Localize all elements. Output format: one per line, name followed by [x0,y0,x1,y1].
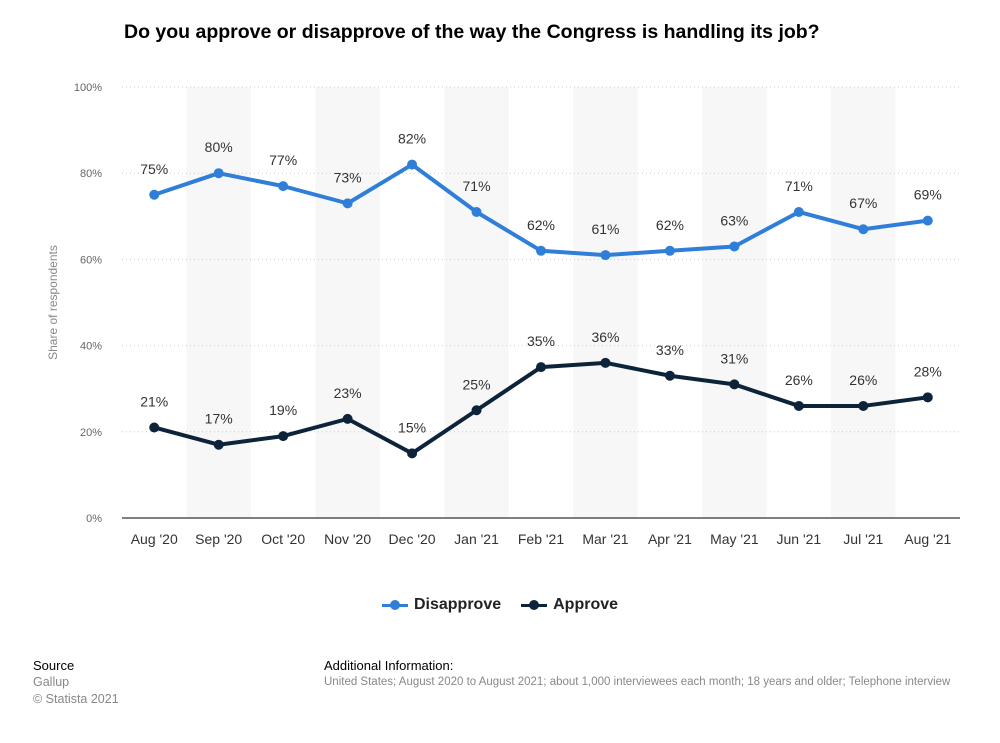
data-point-approve[interactable] [471,405,482,416]
y-tick-label: 0% [86,513,102,525]
data-point-disapprove[interactable] [278,181,289,192]
data-label-disapprove: 77% [269,152,297,168]
plot-band [444,87,509,518]
x-tick-label: Apr '21 [648,531,692,547]
data-point-approve[interactable] [149,422,160,433]
plot-band [831,87,896,518]
data-label-approve: 31% [720,350,748,366]
data-label-disapprove: 82% [398,131,426,147]
data-point-approve[interactable] [536,362,546,373]
data-label-disapprove: 71% [463,178,491,194]
data-point-disapprove[interactable] [600,250,611,261]
x-tick-label: Feb '21 [518,531,564,547]
data-label-approve: 33% [656,342,684,358]
data-label-approve: 36% [591,329,619,345]
data-point-approve[interactable] [213,439,224,450]
copyright[interactable]: © Statista 2021 [33,692,119,706]
plot-bands [186,87,896,518]
data-point-disapprove[interactable] [793,206,804,217]
y-tick-label: 20% [80,427,102,439]
data-point-disapprove[interactable] [342,198,353,209]
data-label-approve: 35% [527,333,555,349]
data-point-disapprove[interactable] [536,245,546,256]
legend: Disapprove Approve [0,596,1000,614]
x-tick-label: Jan '21 [454,531,499,547]
data-point-approve[interactable] [793,400,804,411]
data-label-disapprove: 80% [205,139,233,155]
source-name[interactable]: Gallup [33,675,70,689]
x-tick-label: Oct '20 [261,531,305,547]
x-tick-label: Dec '20 [389,531,436,547]
legend-marker-disapprove [381,598,408,612]
x-tick-label: Nov '20 [324,531,371,547]
data-point-disapprove[interactable] [922,215,933,226]
data-label-disapprove: 71% [785,178,813,194]
data-point-approve[interactable] [342,413,353,424]
data-label-approve: 25% [463,376,491,392]
data-point-approve[interactable] [729,379,740,390]
legend-item-disapprove[interactable]: Disapprove [381,596,502,614]
data-label-disapprove: 63% [720,212,748,228]
x-tick-label: Jul '21 [843,531,883,547]
info-heading: Additional Information: [324,658,454,673]
data-point-disapprove[interactable] [407,159,418,170]
data-label-approve: 28% [914,363,942,379]
data-point-disapprove[interactable] [213,168,224,179]
data-point-approve[interactable] [278,431,289,442]
data-label-disapprove: 73% [334,169,362,185]
x-tick-label: Sep '20 [195,531,242,547]
data-label-disapprove: 62% [527,217,555,233]
grid-lines [122,86,960,519]
data-label-disapprove: 67% [849,195,877,211]
y-tick-label: 100% [74,82,102,94]
y-tick-label: 60% [80,254,102,266]
x-tick-label: Aug '20 [131,531,178,547]
series-points [149,159,933,459]
x-tick-label: Mar '21 [582,531,628,547]
plot-band [315,87,380,518]
plot-band [702,87,767,518]
data-point-disapprove[interactable] [858,224,869,235]
data-label-disapprove: 62% [656,217,684,233]
data-point-disapprove[interactable] [149,189,160,200]
data-point-approve[interactable] [922,392,933,403]
legend-item-approve[interactable]: Approve [521,596,618,614]
plot-band [573,87,638,518]
data-point-disapprove[interactable] [664,245,675,256]
data-point-disapprove[interactable] [471,206,482,217]
chart-title: Do you approve or disapprove of the way … [124,21,820,43]
x-tick-label: May '21 [710,531,759,547]
data-label-approve: 21% [140,393,168,409]
data-label-approve: 17% [205,411,233,427]
y-axis: 0% 20% 40% 60% 80% 100% [74,82,102,525]
x-axis: Aug '20 Sep '20 Oct '20 Nov '20 Dec '20 Jan '… [131,531,952,547]
footer-source: Source Gallup © Statista 2021 [33,657,119,708]
y-tick-label: 40% [80,341,102,353]
data-label-approve: 15% [398,419,426,435]
data-label-disapprove: 61% [591,221,619,237]
legend-label-disapprove: Disapprove [413,596,502,613]
data-point-approve[interactable] [407,448,418,459]
footer-additional-info: Additional Information: United States; A… [324,657,1000,691]
data-point-approve[interactable] [600,357,611,368]
data-point-approve[interactable] [664,370,675,381]
x-tick-label: Jun '21 [776,531,821,547]
source-heading: Source [33,658,75,673]
data-label-disapprove: 69% [914,187,942,203]
data-label-disapprove: 75% [140,161,168,177]
series-labels: 75% 80% 77% 73% 82% 71% 62% 61% 62% 63% 71% 67% 69% 2… [140,131,942,436]
y-axis-label: Share of respondents [46,245,60,360]
data-label-approve: 23% [334,385,362,401]
data-label-approve: 19% [269,402,297,418]
info-text: United States; August 2020 to August 202… [324,676,951,688]
legend-marker-approve [521,598,548,612]
y-tick-label: 80% [80,168,102,180]
data-label-approve: 26% [785,372,813,388]
x-tick-label: Aug '21 [904,531,951,547]
legend-label-approve: Approve [553,596,619,613]
data-point-disapprove[interactable] [729,241,740,252]
data-label-approve: 26% [849,372,877,388]
data-point-approve[interactable] [858,400,869,411]
